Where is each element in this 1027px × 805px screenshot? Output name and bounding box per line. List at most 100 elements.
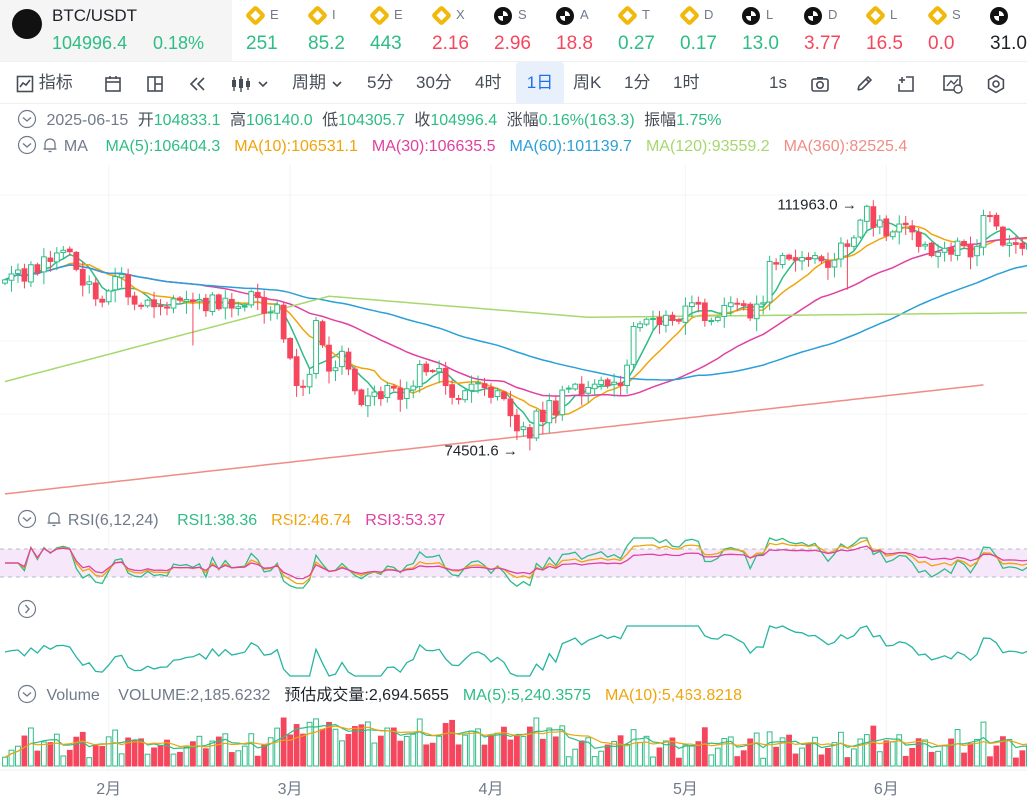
interval-4h[interactable]: 4时 <box>475 62 501 104</box>
interval-1h[interactable]: 1时 <box>673 62 699 104</box>
volume-bar <box>578 740 585 767</box>
grid-layout-icon <box>147 75 163 92</box>
candle <box>663 310 669 333</box>
rewind-icon <box>189 76 205 91</box>
volume-bar <box>442 723 449 767</box>
volume-bar <box>79 731 86 767</box>
ticker-item[interactable]: L 13.0 <box>728 0 790 61</box>
volume-bar <box>539 738 546 767</box>
chevron-down-circle-icon[interactable] <box>17 109 37 129</box>
draw-button[interactable] <box>855 62 875 104</box>
candle <box>876 215 883 235</box>
volume-bar <box>202 748 209 767</box>
chevron-down-circle-icon[interactable] <box>17 135 37 155</box>
rsi6-line <box>5 537 1027 589</box>
ticker-item[interactable]: I 85.2 <box>294 0 356 61</box>
legend-item: MA(30):106635.5 <box>371 138 496 155</box>
amplitude-value: 1.75% <box>676 112 722 129</box>
interval-30m[interactable]: 30分 <box>416 62 452 104</box>
volume-bar <box>416 718 423 767</box>
volume-bar <box>300 733 306 767</box>
camera-icon <box>811 76 829 92</box>
ticker-item[interactable]: S 2.96 <box>480 0 542 61</box>
layout-button[interactable] <box>104 62 122 104</box>
period-label: 周期 <box>292 73 326 92</box>
candle <box>779 252 786 269</box>
interval-1d[interactable]: 1日 <box>516 62 564 104</box>
ticker-item[interactable]: 31.0 <box>976 0 1027 61</box>
candle <box>319 319 326 348</box>
candle <box>215 293 222 311</box>
interval-1m[interactable]: 1分 <box>624 62 650 104</box>
ticker-item[interactable]: L 16.5 <box>852 0 914 61</box>
multi-chart-button[interactable] <box>146 62 164 104</box>
ticker-symbol: S <box>518 7 527 22</box>
add-chart-button[interactable] <box>896 62 916 104</box>
volume-bar <box>390 727 397 767</box>
candle <box>326 336 332 384</box>
ticker-value: 2.16 <box>432 33 469 54</box>
candle <box>501 390 507 401</box>
ticker-item[interactable]: T 0.27 <box>604 0 666 61</box>
rsi24-line <box>5 545 1027 580</box>
period-dropdown[interactable]: 周期 <box>292 62 343 104</box>
volume-bar <box>1012 757 1019 767</box>
ticker-symbol: E <box>394 7 403 22</box>
ticker-item[interactable]: A 18.8 <box>542 0 604 61</box>
candle <box>650 310 656 331</box>
ticker-item[interactable]: D 3.77 <box>790 0 852 61</box>
candle <box>967 236 974 270</box>
indicator-settings-button[interactable] <box>942 62 964 104</box>
candle <box>598 376 605 390</box>
indicators-button[interactable]: 指标 <box>16 62 73 104</box>
candle <box>559 385 566 421</box>
candle <box>92 277 99 307</box>
bell-icon[interactable] <box>45 510 63 528</box>
refresh-rate[interactable]: 1s <box>769 62 787 104</box>
bell-icon[interactable] <box>41 136 59 154</box>
candle <box>112 267 119 303</box>
screenshot-button[interactable] <box>810 62 830 104</box>
chart-type-button[interactable] <box>230 62 269 104</box>
interval-1w[interactable]: 周K <box>573 62 601 104</box>
ticker-item[interactable]: D 0.17 <box>666 0 728 61</box>
volume-bar <box>896 734 903 767</box>
volume-bar <box>721 738 728 767</box>
candle <box>987 211 993 223</box>
candle <box>462 388 468 403</box>
ma120-line <box>4 295 1027 383</box>
volume-bar <box>241 745 248 767</box>
ticker-strip: BTC/USDT 104996.4 0.18% E 251 I 85.2 E 443 X 2.… <box>0 0 1027 62</box>
ticker-item[interactable]: S 0.0 <box>914 0 976 61</box>
settings-button[interactable] <box>986 62 1006 104</box>
chevron-down-circle-icon[interactable] <box>17 509 37 529</box>
candle <box>637 320 643 332</box>
ticker-item[interactable]: E 251 <box>232 0 294 61</box>
volume-bar <box>2 756 8 767</box>
candle <box>397 379 404 412</box>
legend-item: MA(360):82525.4 <box>783 138 908 155</box>
ticker-main-pair[interactable]: BTC/USDT 104996.4 0.18% <box>0 0 232 61</box>
ticker-item[interactable]: X 2.16 <box>418 0 480 61</box>
ticker-item[interactable]: E 443 <box>356 0 418 61</box>
replay-button[interactable] <box>188 62 208 104</box>
volume-bar <box>961 752 967 767</box>
volume-bar <box>332 728 339 767</box>
interval-5m[interactable]: 5分 <box>367 62 393 104</box>
volume-bar <box>248 733 255 767</box>
chevron-right-circle-icon[interactable] <box>17 599 37 619</box>
candle <box>73 251 80 272</box>
candle <box>280 302 287 343</box>
volume-bar <box>650 756 656 767</box>
interval-label: 1日 <box>526 73 554 92</box>
volume-bar <box>850 748 857 767</box>
volume-bar <box>676 757 682 767</box>
legend-item: RSI1:38.36 <box>177 512 258 529</box>
volume-bar <box>494 732 501 767</box>
volume-bar <box>125 737 132 767</box>
volume-bar <box>423 744 430 767</box>
candle <box>727 296 734 316</box>
chevron-down-circle-icon[interactable] <box>17 684 37 704</box>
candle <box>21 263 28 289</box>
ticker-value: 0.17 <box>680 33 717 54</box>
